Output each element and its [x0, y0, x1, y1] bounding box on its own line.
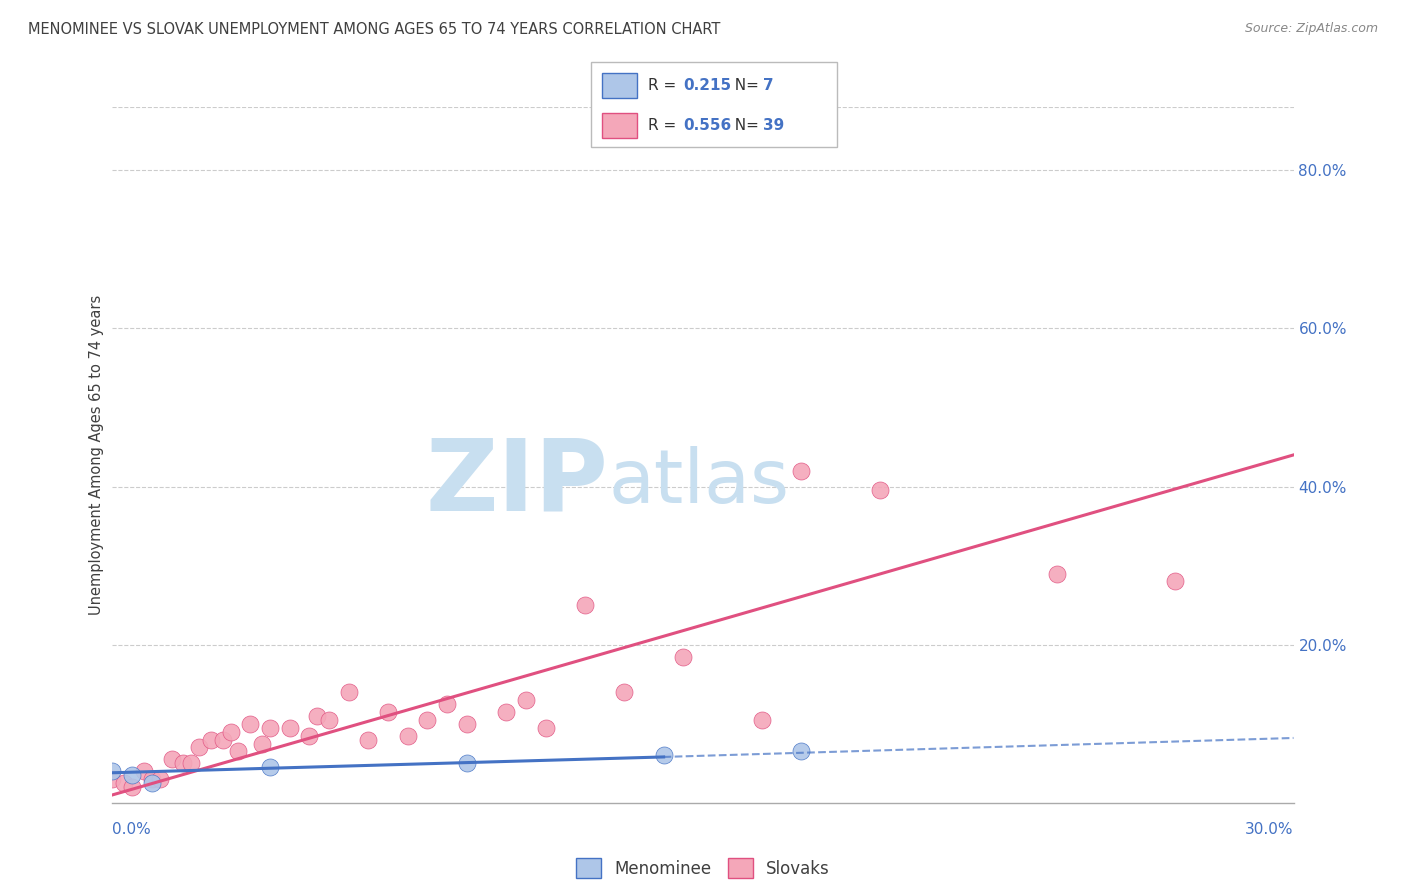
Point	[307, 708, 329, 723]
Point	[337, 685, 360, 699]
Point	[211, 732, 233, 747]
Legend: Menominee, Slovaks: Menominee, Slovaks	[569, 851, 837, 885]
Point	[180, 756, 202, 771]
Point	[652, 748, 675, 763]
Point	[149, 772, 172, 786]
Text: 0.0%: 0.0%	[112, 822, 152, 837]
Point	[456, 756, 478, 771]
Point	[228, 744, 250, 758]
Point	[112, 776, 135, 790]
Point	[121, 768, 143, 782]
Point	[357, 732, 380, 747]
Text: 30.0%: 30.0%	[1246, 822, 1294, 837]
Point	[259, 760, 281, 774]
Point	[239, 716, 262, 731]
Text: Source: ZipAtlas.com: Source: ZipAtlas.com	[1244, 22, 1378, 36]
Point	[613, 685, 636, 699]
Point	[101, 764, 124, 779]
Text: R =: R =	[648, 119, 682, 133]
Text: 7: 7	[763, 78, 775, 93]
Point	[436, 697, 458, 711]
Text: 39: 39	[763, 119, 785, 133]
Text: 0.556: 0.556	[683, 119, 731, 133]
Text: N=: N=	[725, 78, 765, 93]
Point	[259, 721, 281, 735]
Point	[751, 713, 773, 727]
Point	[141, 772, 163, 786]
Point	[790, 744, 813, 758]
Text: R =: R =	[648, 78, 682, 93]
Point	[495, 705, 517, 719]
Point	[200, 732, 222, 747]
Text: MENOMINEE VS SLOVAK UNEMPLOYMENT AMONG AGES 65 TO 74 YEARS CORRELATION CHART: MENOMINEE VS SLOVAK UNEMPLOYMENT AMONG A…	[28, 22, 720, 37]
Point	[416, 713, 439, 727]
Point	[1046, 566, 1069, 581]
Point	[172, 756, 194, 771]
Point	[574, 598, 596, 612]
Point	[141, 776, 163, 790]
Point	[121, 780, 143, 794]
Point	[396, 729, 419, 743]
Point	[219, 724, 242, 739]
Point	[515, 693, 537, 707]
Point	[790, 464, 813, 478]
Text: 0.215: 0.215	[683, 78, 731, 93]
Point	[377, 705, 399, 719]
Point	[534, 721, 557, 735]
Point	[318, 713, 340, 727]
Point	[132, 764, 155, 779]
Point	[278, 721, 301, 735]
Point	[869, 483, 891, 498]
Point	[1164, 574, 1187, 589]
Text: ZIP: ZIP	[426, 434, 609, 532]
Point	[188, 740, 211, 755]
Point	[456, 716, 478, 731]
Y-axis label: Unemployment Among Ages 65 to 74 years: Unemployment Among Ages 65 to 74 years	[89, 294, 104, 615]
Point	[672, 649, 695, 664]
Point	[298, 729, 321, 743]
Text: atlas: atlas	[609, 446, 790, 519]
Point	[101, 772, 124, 786]
Point	[250, 737, 273, 751]
Text: N=: N=	[725, 119, 765, 133]
Point	[160, 752, 183, 766]
